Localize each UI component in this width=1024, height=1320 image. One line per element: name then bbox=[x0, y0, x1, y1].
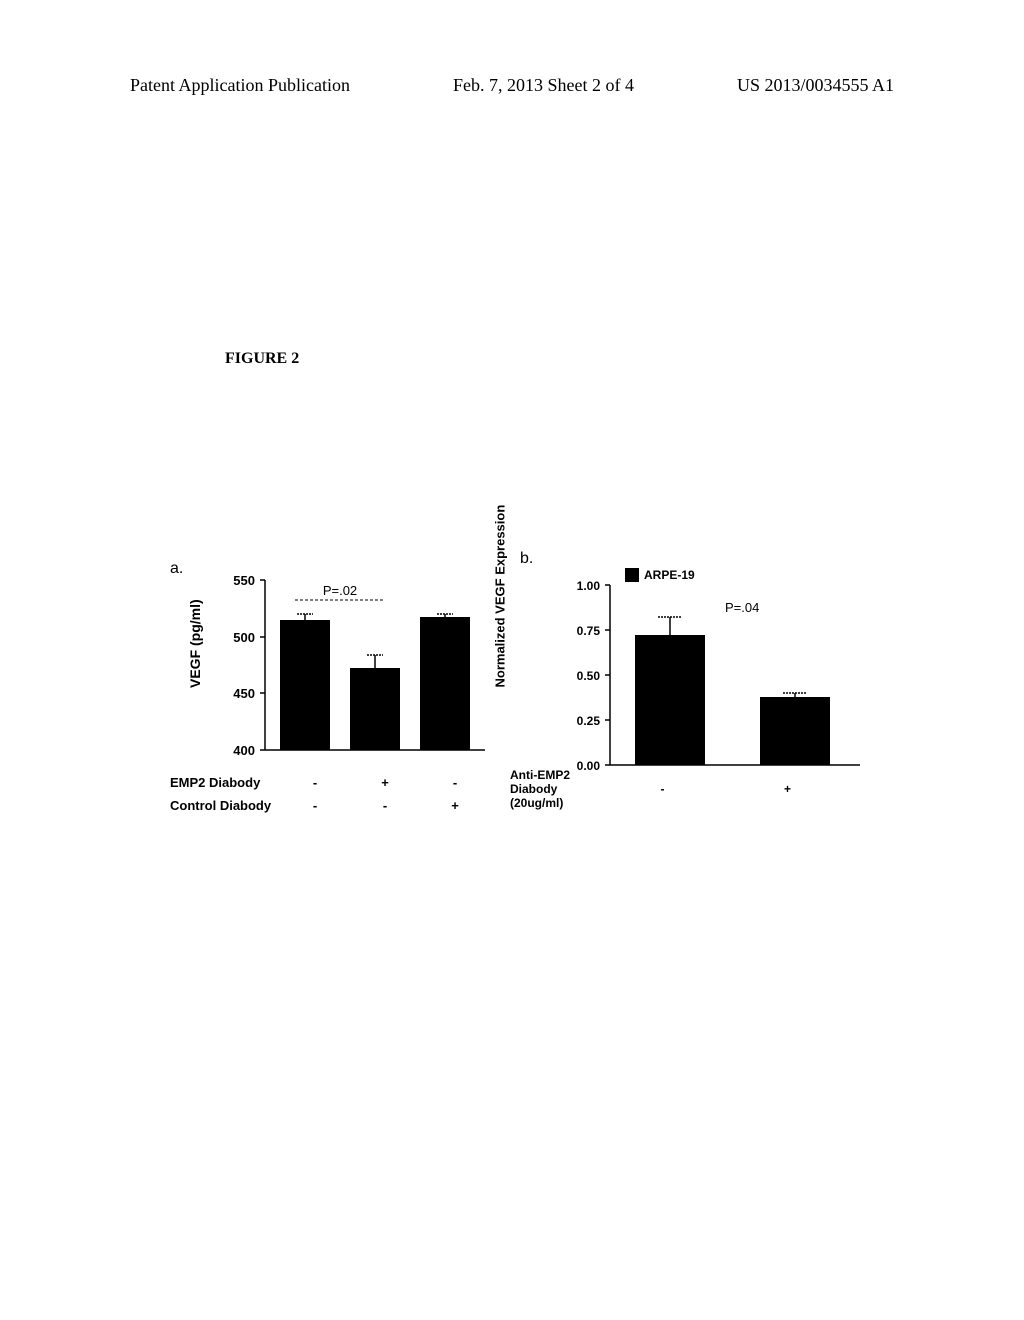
x-row-control: Control Diabody - - + bbox=[170, 798, 490, 813]
x-label-control: Control Diabody bbox=[170, 798, 280, 813]
svg-text:400: 400 bbox=[233, 743, 255, 758]
x-value: + bbox=[420, 798, 490, 813]
x-axis-labels-b: Anti-EMP2 Diabody (20ug/ml) - + bbox=[510, 768, 850, 810]
svg-text:0.25: 0.25 bbox=[577, 714, 601, 728]
y-axis-label-b: Normalized VEGF Expression bbox=[493, 668, 508, 688]
chart-b-svg: 0.00 0.25 0.50 0.75 1.00 P=.04 bbox=[570, 570, 870, 780]
y-axis-label-a: VEGF (pg/ml) bbox=[187, 668, 203, 688]
svg-text:450: 450 bbox=[233, 686, 255, 701]
x-value: - bbox=[280, 798, 350, 813]
chart-container: a. VEGF (pg/ml) 400 450 500 550 bbox=[170, 550, 860, 830]
header-right: US 2013/0034555 A1 bbox=[737, 75, 894, 96]
x-value: - bbox=[420, 775, 490, 790]
x-label-b-line1: Anti-EMP2 bbox=[510, 768, 600, 782]
svg-text:1.00: 1.00 bbox=[577, 579, 601, 593]
x-value-b: + bbox=[725, 782, 850, 796]
header-left: Patent Application Publication bbox=[130, 75, 350, 96]
svg-text:550: 550 bbox=[233, 573, 255, 588]
figure-title: FIGURE 2 bbox=[225, 350, 299, 368]
x-value-b: - bbox=[600, 782, 725, 796]
panel-label-b: b. bbox=[520, 550, 533, 568]
x-label-b-line2: Diabody bbox=[510, 782, 600, 796]
x-label-emp2: EMP2 Diabody bbox=[170, 775, 280, 790]
svg-text:500: 500 bbox=[233, 630, 255, 645]
chart-a-svg: 400 450 500 550 P=.02 bbox=[225, 570, 505, 770]
x-label-b-line3: (20ug/ml) bbox=[510, 796, 600, 810]
svg-text:0.75: 0.75 bbox=[577, 624, 601, 638]
x-value: + bbox=[350, 775, 420, 790]
x-value: - bbox=[350, 798, 420, 813]
x-value: - bbox=[280, 775, 350, 790]
svg-text:P=.02: P=.02 bbox=[323, 583, 357, 598]
svg-text:P=.04: P=.04 bbox=[725, 600, 759, 615]
svg-text:0.50: 0.50 bbox=[577, 669, 601, 683]
x-row-emp2: EMP2 Diabody - + - bbox=[170, 775, 490, 790]
chart-panel-b: b. Normalized VEGF Expression ARPE-19 0.… bbox=[520, 550, 860, 830]
header-center: Feb. 7, 2013 Sheet 2 of 4 bbox=[453, 75, 634, 96]
page-header: Patent Application Publication Feb. 7, 2… bbox=[0, 75, 1024, 96]
chart-panel-a: a. VEGF (pg/ml) 400 450 500 550 bbox=[170, 550, 490, 830]
panel-label-a: a. bbox=[170, 560, 183, 578]
x-axis-labels-a: EMP2 Diabody - + - Control Diabody - - + bbox=[170, 775, 490, 821]
